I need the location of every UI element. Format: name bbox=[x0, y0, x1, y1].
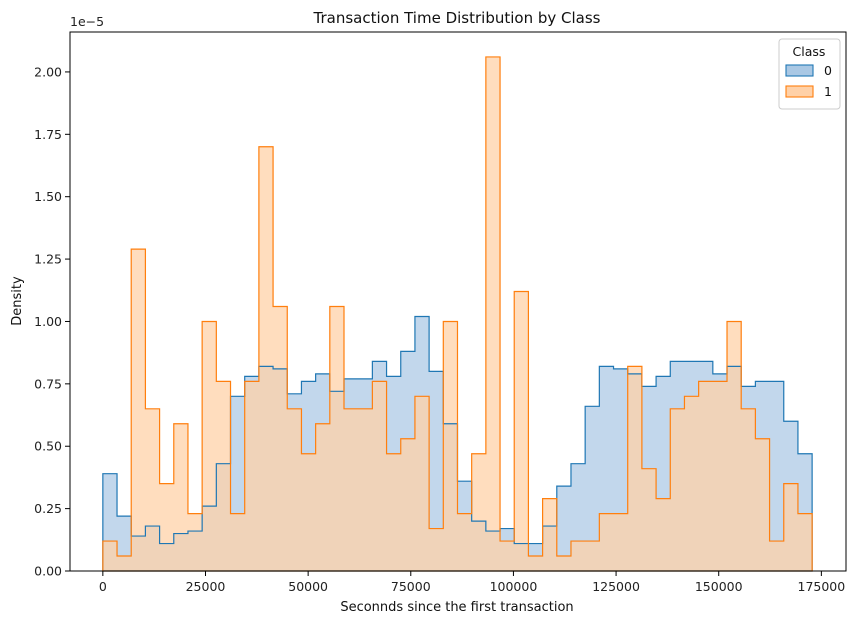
y-tick-label: 1.75 bbox=[34, 127, 62, 142]
x-axis-label: Seconnds since the first transaction bbox=[340, 600, 573, 615]
x-axis: 0 25000 50000 75000 100000 125000 150000 175000 bbox=[99, 571, 845, 594]
x-tick-label: 0 bbox=[99, 579, 107, 594]
outline-class-0 bbox=[102, 315, 813, 572]
outline-class-1 bbox=[102, 56, 813, 572]
histogram-outlines bbox=[102, 56, 813, 572]
plot-frame bbox=[69, 31, 847, 572]
y-tick-label: 1.50 bbox=[34, 189, 62, 204]
legend-title: Class bbox=[793, 44, 826, 59]
legend-label-class-1: 1 bbox=[824, 84, 832, 99]
y-tick-label: 2.00 bbox=[34, 64, 62, 79]
chart-title: Transaction Time Distribution by Class bbox=[313, 9, 601, 27]
y-axis: 0.00 0.25 0.50 0.75 1.00 1.25 1.50 1.75 2.00 bbox=[34, 64, 70, 579]
fill-class-1 bbox=[102, 56, 813, 571]
x-tick-label: 150000 bbox=[695, 579, 743, 594]
legend-swatch-class-0 bbox=[785, 64, 814, 77]
y-tick-label: 0.50 bbox=[34, 439, 62, 454]
legend: Class 0 1 bbox=[778, 38, 841, 110]
legend-label-class-0: 0 bbox=[824, 63, 832, 78]
x-tick-label: 25000 bbox=[186, 579, 226, 594]
y-tick-label: 1.25 bbox=[34, 252, 62, 267]
x-tick-label: 50000 bbox=[288, 579, 328, 594]
x-tick-label: 125000 bbox=[592, 579, 640, 594]
y-tick-label: 0.00 bbox=[34, 564, 62, 579]
y-tick-label: 1.00 bbox=[34, 314, 62, 329]
y-axis-label: Density bbox=[10, 276, 25, 326]
y-tick-label: 0.75 bbox=[34, 376, 62, 391]
x-tick-label: 100000 bbox=[490, 579, 538, 594]
x-tick-label: 75000 bbox=[391, 579, 431, 594]
legend-swatch-class-1 bbox=[785, 85, 814, 98]
y-offset-label: 1e−5 bbox=[70, 14, 104, 29]
y-tick-label: 0.25 bbox=[34, 501, 62, 516]
x-tick-label: 175000 bbox=[798, 579, 846, 594]
